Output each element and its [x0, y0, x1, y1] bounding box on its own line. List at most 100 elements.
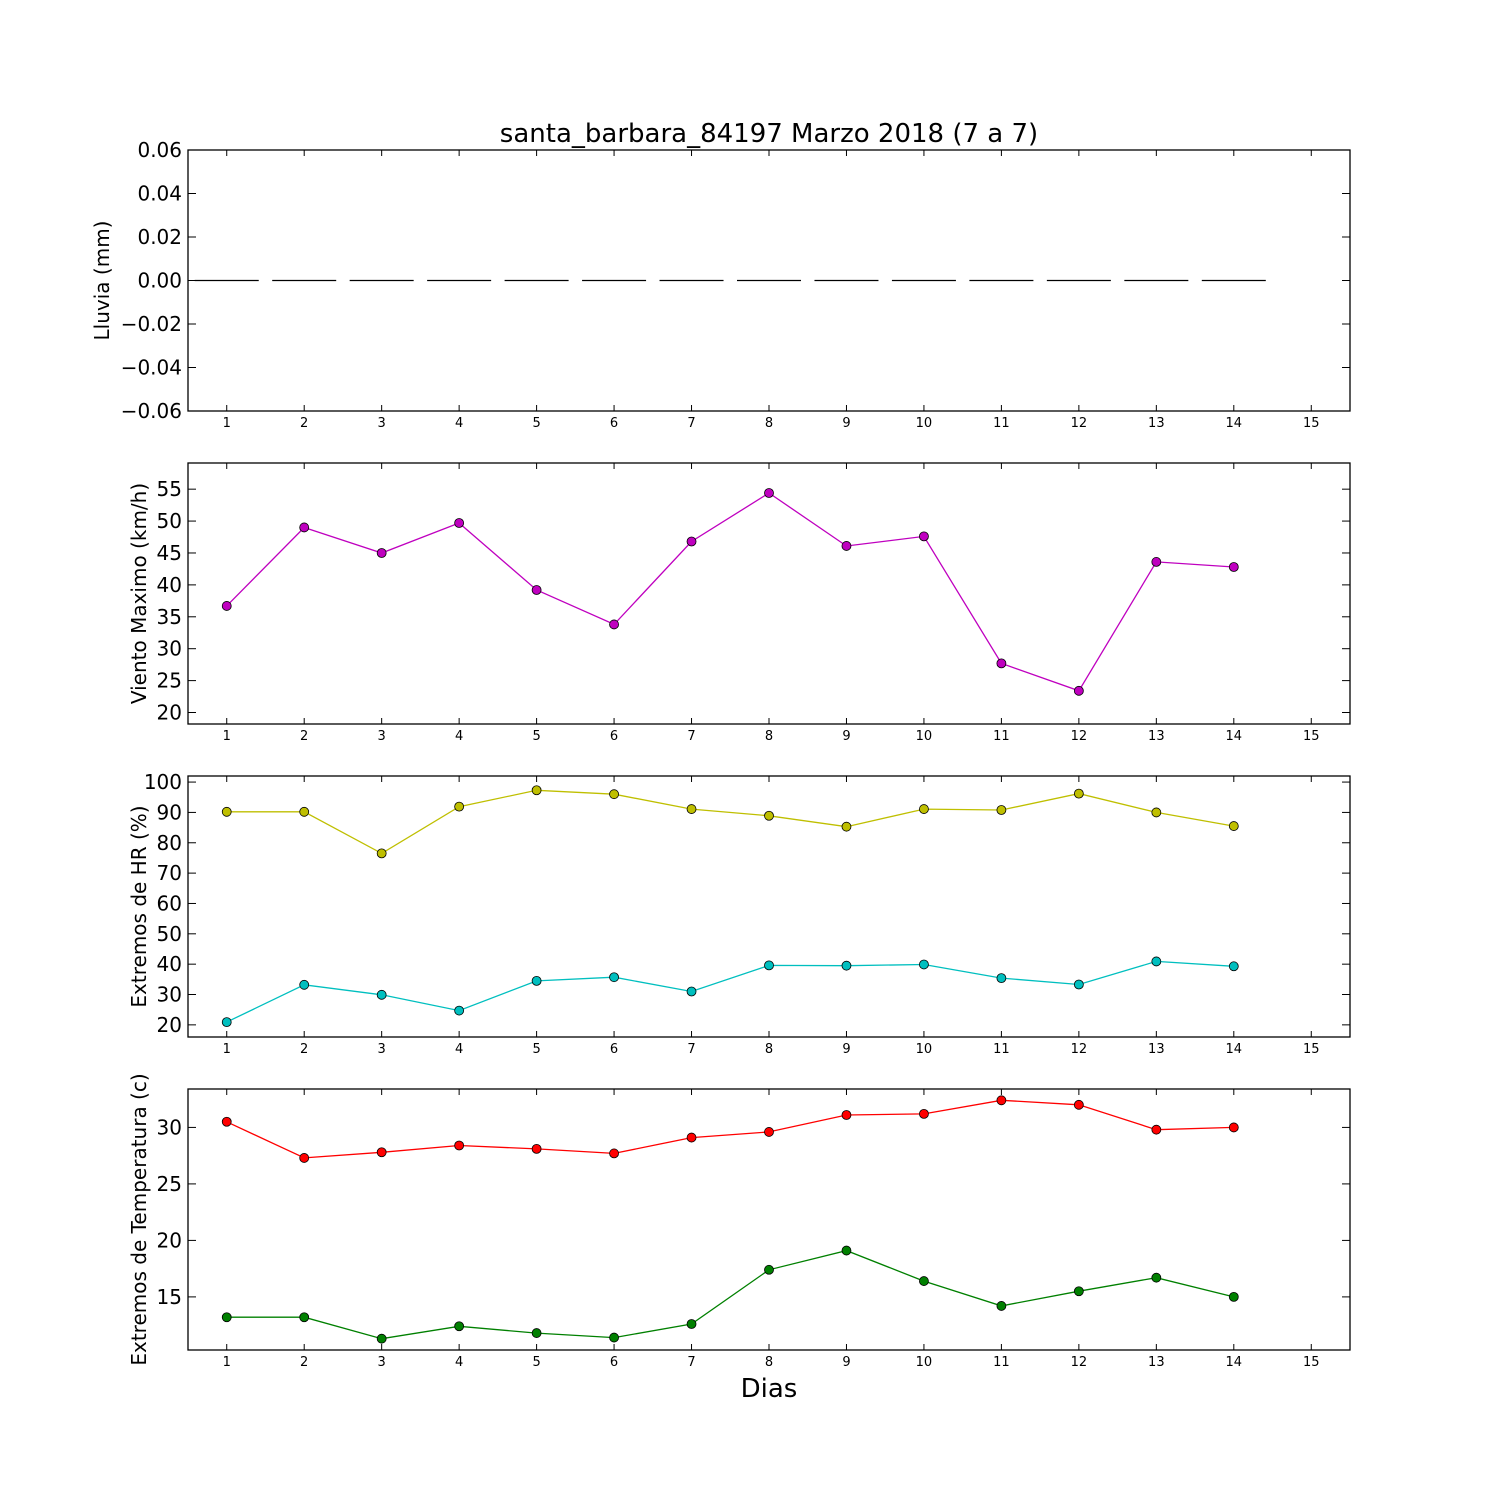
lluvia-ytick-label-6: −0.06	[121, 399, 182, 423]
hr-series-0-point-2	[299, 806, 310, 817]
hr-ytick-label-0: 20	[157, 1013, 182, 1037]
hr-ytick-label-6: 80	[157, 831, 182, 855]
temperatura-xtick-label-2: 2	[300, 1355, 308, 1370]
lluvia-xtick-label-13: 13	[1148, 416, 1165, 431]
viento-series-0-point-5	[531, 585, 542, 595]
hr-series-1-point-6	[609, 972, 619, 983]
viento-ytick-label-0: 20	[157, 701, 182, 725]
hr-xtick-label-13: 13	[1148, 1042, 1165, 1057]
viento-series-0-point-13	[1151, 557, 1162, 567]
chart-title: santa_barbara_84197 Marzo 2018 (7 a 7)	[500, 119, 1038, 149]
lluvia-xtick-label-6: 6	[610, 416, 618, 431]
hr-series-0-line	[226, 789, 1234, 855]
viento-series-0-point-1	[221, 601, 232, 611]
temperatura-series-0-point-5	[531, 1143, 542, 1154]
lluvia-xtick-label-10: 10	[916, 416, 933, 431]
hr-series-1-point-10	[919, 959, 929, 970]
hr-series-0-point-1	[221, 806, 232, 817]
hr-xtick-label-10: 10	[916, 1042, 933, 1057]
temperatura-series-1-point-4	[454, 1321, 465, 1332]
hr-series-0-point-13	[1151, 807, 1162, 818]
hr-xtick-label-9: 9	[842, 1042, 850, 1057]
temperatura-series-0-point-9	[841, 1110, 852, 1120]
hr-xtick-label-4: 4	[455, 1042, 463, 1057]
lluvia-ytick-label-2: 0.02	[137, 225, 182, 249]
lluvia-ytick-label-1: 0.04	[137, 182, 182, 206]
viento-xtick-label-15: 15	[1303, 729, 1320, 744]
hr-series-0-point-6	[609, 789, 619, 800]
temperatura-series-0-point-1	[221, 1116, 232, 1127]
viento-series-0-point-14	[1228, 562, 1239, 572]
temperatura-ytick-label-3: 30	[157, 1115, 182, 1139]
viento-xtick-label-4: 4	[455, 729, 463, 744]
temperatura-series-1-point-14	[1228, 1291, 1239, 1302]
temperatura-xtick-label-7: 7	[687, 1355, 695, 1370]
viento-series-0-point-11	[996, 658, 1007, 669]
viento-xtick-label-14: 14	[1226, 729, 1243, 744]
hr-xtick-label-1: 1	[223, 1042, 231, 1057]
temperatura-xtick-label-15: 15	[1303, 1355, 1320, 1370]
viento-series-0-point-4	[454, 518, 465, 528]
temperatura-xtick-label-1: 1	[223, 1355, 231, 1370]
temperatura-ytick-label-1: 20	[157, 1228, 182, 1252]
viento-xtick-label-11: 11	[993, 729, 1010, 744]
viento-series-0-point-6	[609, 619, 619, 630]
viento-ytick-label-5: 45	[157, 541, 182, 565]
viento-axes-frame	[187, 462, 1351, 725]
lluvia-xtick-label-4: 4	[455, 416, 463, 431]
temperatura-series-0-point-8	[764, 1127, 774, 1137]
temperatura-series-0-point-4	[454, 1140, 465, 1151]
viento-xtick-label-8: 8	[765, 729, 773, 744]
hr-series-1-point-13	[1151, 956, 1162, 967]
lluvia-xtick-label-11: 11	[993, 416, 1010, 431]
hr-series-0-point-11	[996, 805, 1007, 815]
temperatura-xtick-label-8: 8	[765, 1355, 773, 1370]
temperatura-xtick-label-9: 9	[842, 1355, 850, 1370]
temperatura-xtick-label-12: 12	[1071, 1355, 1088, 1370]
lluvia-xtick-label-7: 7	[687, 416, 695, 431]
viento-series-0-line	[226, 492, 1234, 692]
hr-xtick-label-6: 6	[610, 1042, 618, 1057]
hr-series-1-line	[226, 960, 1234, 1023]
temperatura-series-1-point-13	[1151, 1272, 1162, 1283]
hr-series-0-point-14	[1228, 821, 1239, 831]
hr-series-0-point-4	[454, 801, 465, 812]
temperatura-xtick-label-10: 10	[916, 1355, 933, 1370]
lluvia-xtick-label-12: 12	[1071, 416, 1088, 431]
temperatura-series-1-point-2	[299, 1312, 310, 1323]
hr-series-1-point-9	[841, 960, 852, 971]
hr-series-1-point-3	[376, 989, 387, 1000]
hr-series-1-point-8	[764, 960, 774, 971]
temperatura-series-0-point-3	[376, 1147, 387, 1158]
temperatura-xtick-label-6: 6	[610, 1355, 618, 1370]
viento-xtick-label-7: 7	[687, 729, 695, 744]
viento-xtick-label-13: 13	[1148, 729, 1165, 744]
temperatura-ytick-label-2: 25	[157, 1172, 182, 1196]
temperatura-series-1-point-5	[531, 1328, 542, 1338]
hr-series-1-point-5	[531, 975, 542, 986]
temperatura-series-0-point-6	[609, 1148, 619, 1159]
viento-xtick-label-12: 12	[1071, 729, 1088, 744]
hr-series-0-point-10	[919, 804, 929, 814]
viento-series-0-point-2	[299, 522, 310, 533]
lluvia-xtick-label-1: 1	[223, 416, 231, 431]
viento-series-0-point-8	[764, 488, 774, 498]
temperatura-xtick-label-4: 4	[455, 1355, 463, 1370]
lluvia-xtick-label-3: 3	[378, 416, 386, 431]
viento-ytick-label-3: 35	[157, 605, 182, 629]
temperatura-series-0-point-10	[919, 1108, 929, 1119]
viento-xtick-label-2: 2	[300, 729, 308, 744]
viento-ytick-label-4: 40	[157, 573, 182, 597]
viento-ytick-label-1: 25	[157, 669, 182, 693]
temperatura-xtick-label-14: 14	[1226, 1355, 1243, 1370]
temperatura-xtick-label-3: 3	[378, 1355, 386, 1370]
temperatura-series-1-point-9	[841, 1245, 852, 1256]
viento-series-0-point-7	[686, 536, 697, 547]
temperatura-series-1-point-6	[609, 1332, 619, 1343]
hr-xtick-label-15: 15	[1303, 1042, 1320, 1057]
temperatura-series-0-point-12	[1073, 1099, 1084, 1110]
hr-ytick-label-8: 100	[144, 770, 182, 794]
viento-ytick-label-6: 50	[157, 509, 182, 533]
x-axis-label: Dias	[741, 1374, 798, 1404]
hr-ytick-label-1: 30	[157, 983, 182, 1007]
